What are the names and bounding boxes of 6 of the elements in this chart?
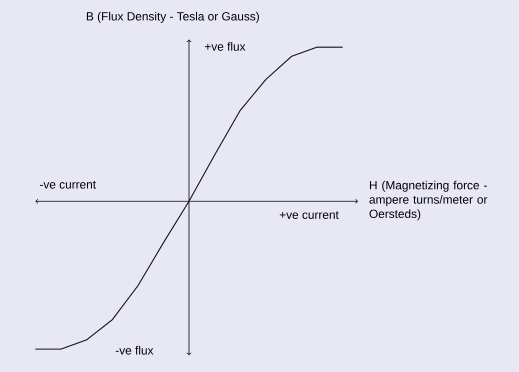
x-axis-title: H (Magnetizing force - ampere turns/meter or Oersteds): [369, 180, 488, 220]
annotation: +ve current: [280, 211, 339, 219]
annotation: +ve flux: [204, 42, 246, 51]
annotation: -ve current: [40, 180, 96, 189]
y-axis-title: B (Flux Density - Tesla or Gauss): [86, 12, 259, 23]
annotation: -ve flux: [116, 346, 154, 355]
